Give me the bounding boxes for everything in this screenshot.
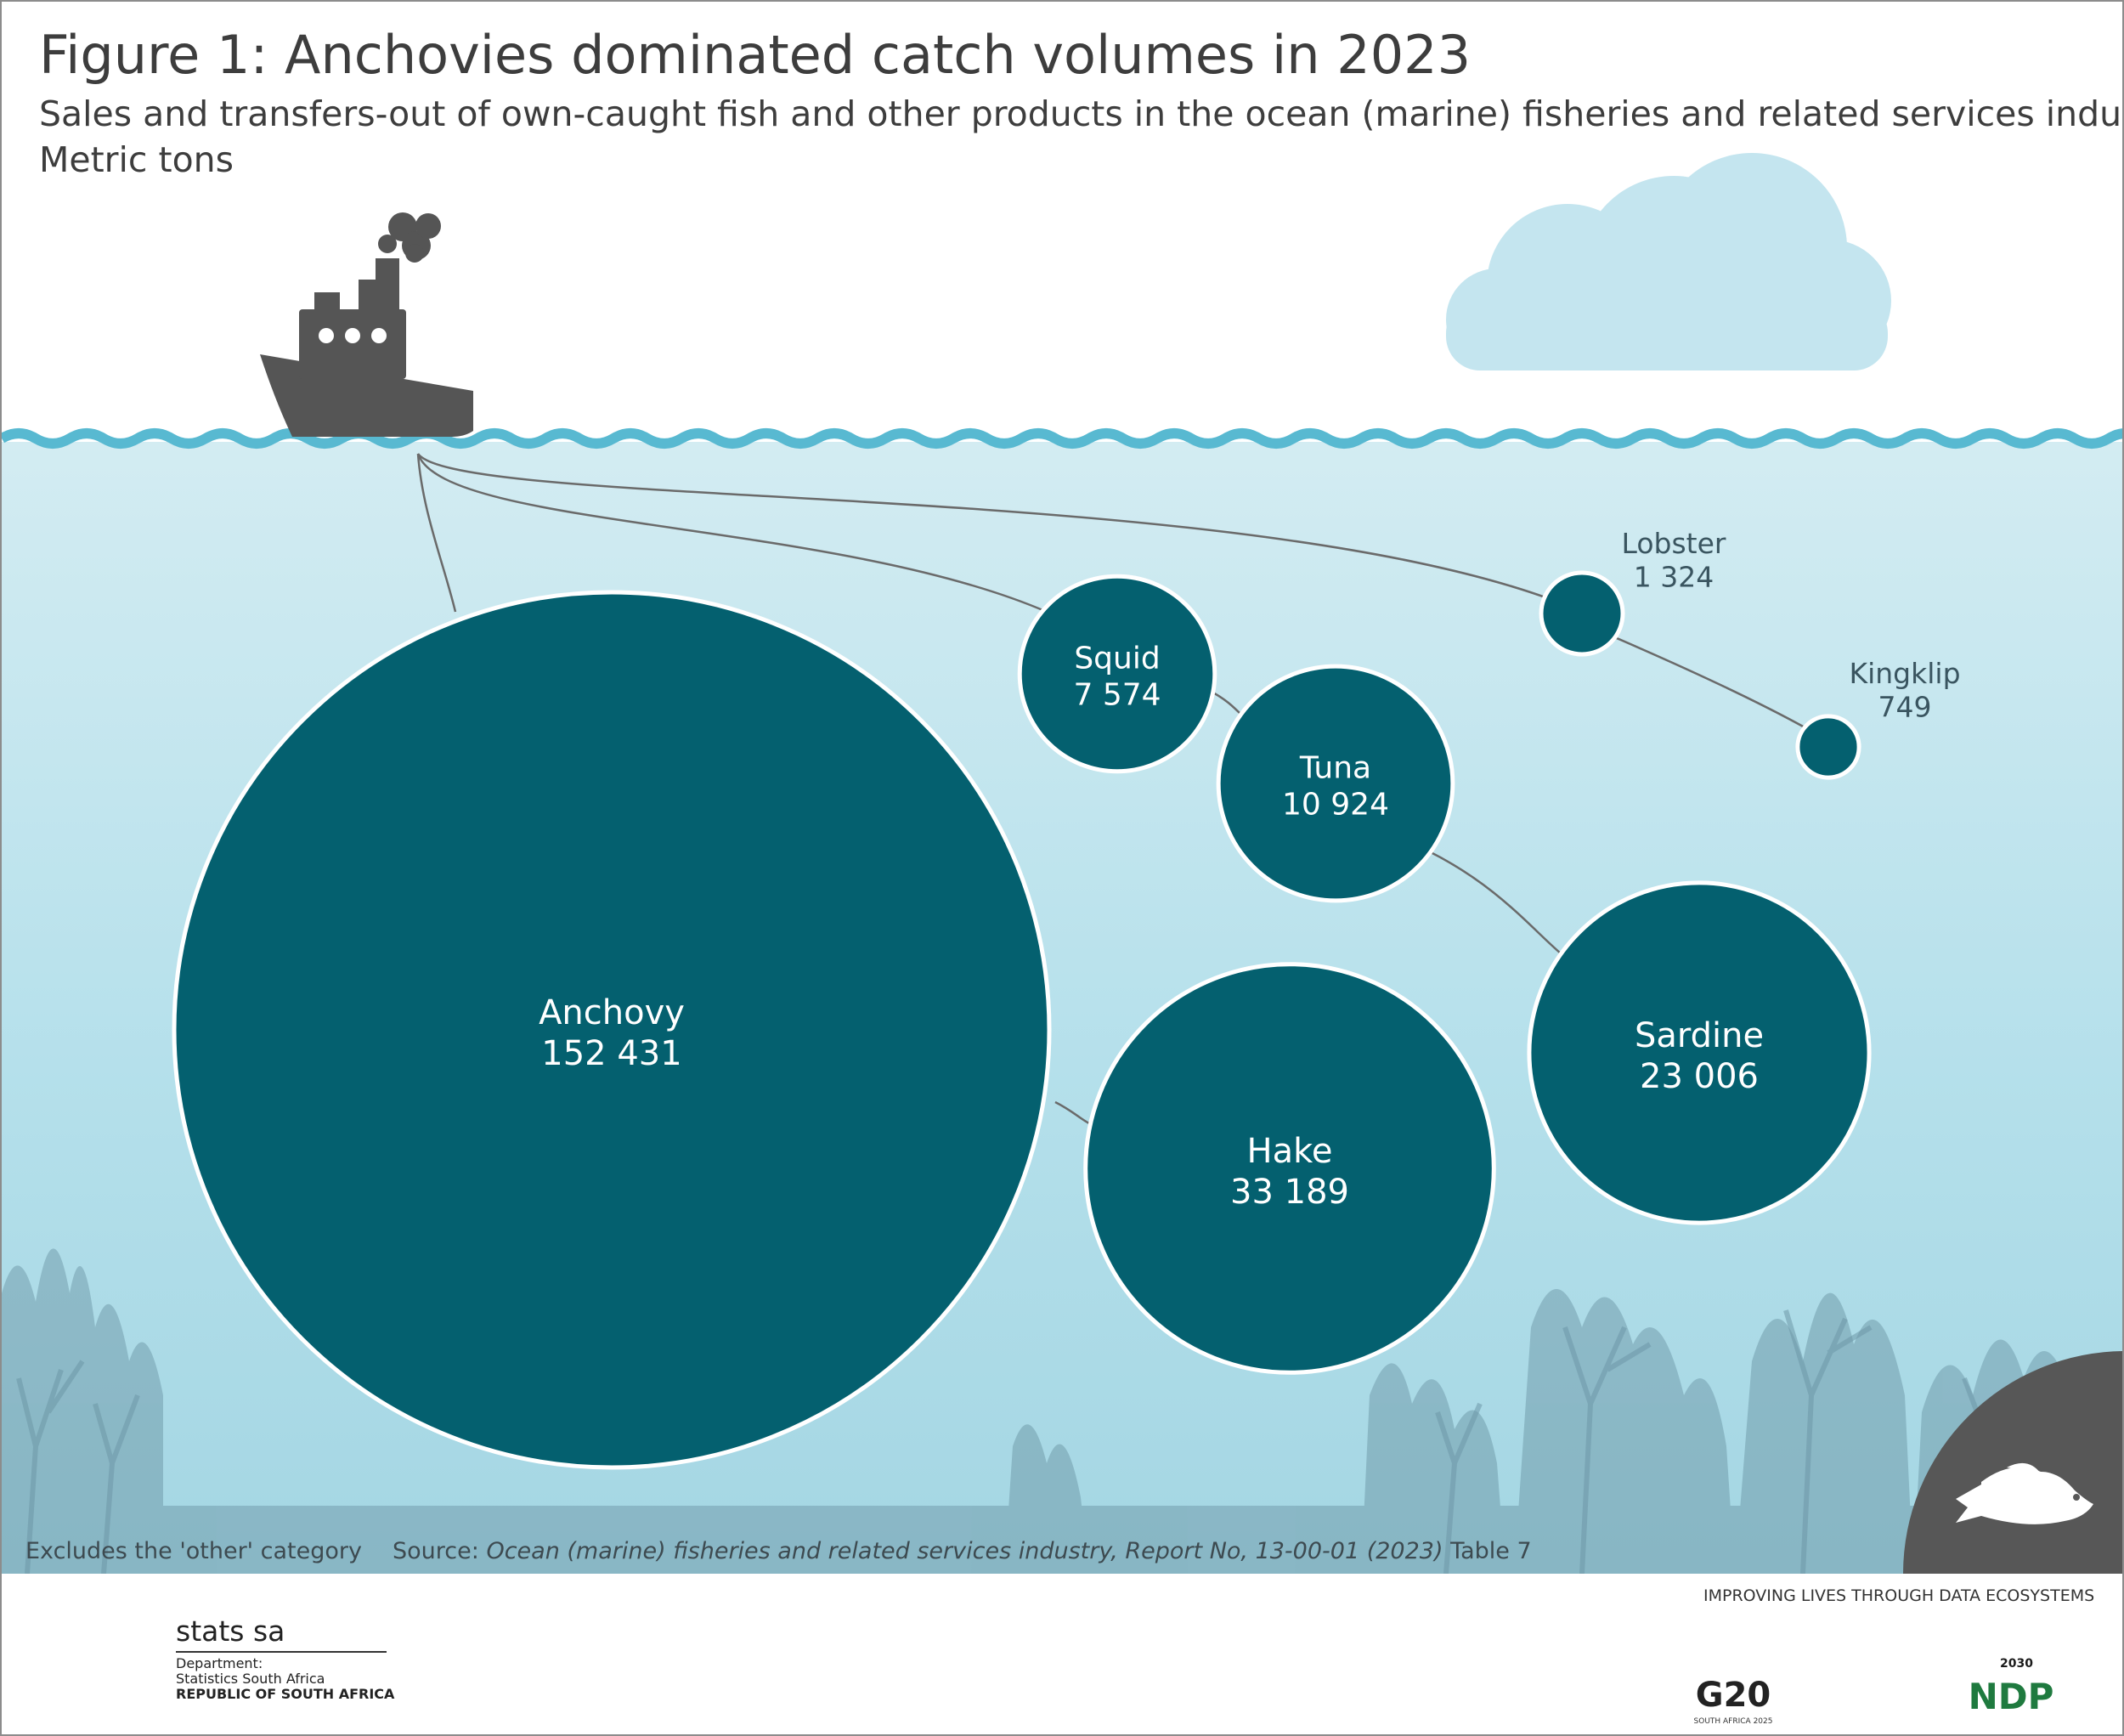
bubble-label-anchovy: Anchovy <box>539 993 685 1032</box>
bubble-hake <box>1083 962 1496 1375</box>
cloud-icon <box>1446 153 1891 370</box>
bubble-tuna <box>1216 664 1455 903</box>
bubble-kingklip <box>1795 714 1861 780</box>
brand-divider <box>176 1651 387 1653</box>
chart-subtitle: Sales and transfers-out of own-caught fi… <box>39 93 2124 134</box>
source-label: Source: <box>393 1538 479 1564</box>
chart-title: Figure 1: Anchovies dominated catch volu… <box>39 24 1472 86</box>
source-text[interactable]: Ocean (marine) fisheries and related ser… <box>486 1538 1443 1564</box>
tagline: IMPROVING LIVES THROUGH DATA ECOSYSTEMS <box>1703 1586 2095 1605</box>
bubble-value-tuna: 10 924 <box>1282 788 1389 823</box>
bubble-lobster <box>1539 570 1625 657</box>
fish-icon <box>1956 1462 2093 1524</box>
bubble-label-tuna: Tuna <box>1299 751 1371 786</box>
footnote: Excludes the 'other' category Source: Oce… <box>25 1538 1532 1564</box>
bubble-label-lobster: Lobster <box>1622 527 1726 560</box>
chart-units: Metric tons <box>39 139 234 180</box>
bubble-sardine <box>1527 880 1872 1225</box>
department-block: Department: Statistics South Africa REPU… <box>176 1656 394 1702</box>
boat-icon <box>260 212 473 437</box>
exclusion-note: Excludes the 'other' category <box>25 1538 362 1564</box>
wave-line <box>2 428 2122 449</box>
department-line-2: Statistics South Africa <box>176 1671 325 1687</box>
bubble-value-lobster: 1 324 <box>1634 561 1714 594</box>
bubble-value-anchovy: 152 431 <box>541 1034 681 1073</box>
bubble-value-squid: 7 574 <box>1073 678 1161 713</box>
bubble-label-hake: Hake <box>1247 1132 1333 1171</box>
bubble-value-kingklip: 749 <box>1878 691 1932 724</box>
bubble-value-sardine: 23 006 <box>1640 1057 1759 1096</box>
brand-name: stats sa <box>176 1614 285 1648</box>
bubble-label-squid: Squid <box>1074 642 1160 676</box>
table-reference: Table 7 <box>1450 1538 1532 1564</box>
ndp-label: NDP <box>1968 1676 2054 1717</box>
department-line-1: Department: <box>176 1655 263 1671</box>
bubble-anchovy <box>172 590 1052 1470</box>
department-line-3: REPUBLIC OF SOUTH AFRICA <box>176 1686 395 1702</box>
bubble-label-sardine: Sardine <box>1635 1016 1764 1055</box>
boat-portholes <box>319 328 387 343</box>
bubble-value-hake: 33 189 <box>1230 1173 1349 1212</box>
ndp-year: 2030 <box>2000 1657 2033 1671</box>
bubble-squid <box>1017 574 1217 774</box>
bubble-label-kingklip: Kingklip <box>1849 657 1960 690</box>
g20-subtitle: SOUTH AFRICA 2025 <box>1693 1717 1773 1726</box>
g20-label: G20 <box>1695 1676 1771 1715</box>
footer-bar <box>2 1574 2122 1734</box>
fishing-lines <box>416 453 1829 1125</box>
seabed-coral <box>2 1248 2122 1574</box>
fish-eye <box>2073 1494 2080 1501</box>
